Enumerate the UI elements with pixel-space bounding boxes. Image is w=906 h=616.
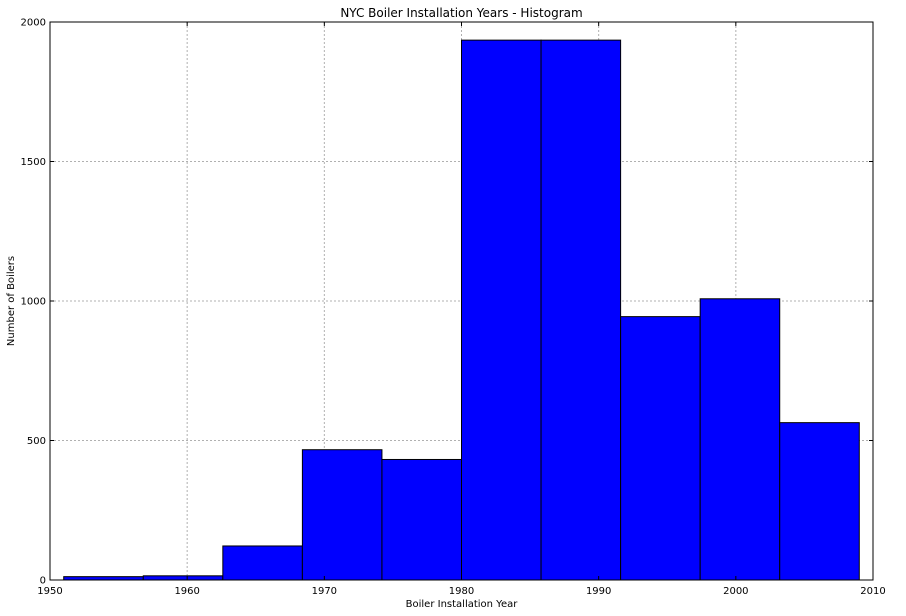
x-tick-label: 1990 (586, 586, 611, 597)
histogram-bar-2 (142, 575, 224, 581)
histogram-bar-7 (540, 39, 622, 581)
x-tick-label: 1950 (37, 586, 62, 597)
y-tick-labels: 0 500 1000 1500 2000 (21, 18, 46, 587)
bars (63, 39, 860, 581)
histogram-bar-4 (301, 449, 383, 581)
histogram-bar-3 (222, 545, 303, 581)
x-tick-label: 1970 (312, 586, 337, 597)
x-tick-labels: 1950 1960 1970 1980 1990 2000 2010 (37, 586, 885, 597)
y-axis-label: Number of Boilers (6, 256, 17, 346)
y-tick-label: 1500 (21, 157, 46, 168)
y-tick-label: 2000 (21, 18, 46, 29)
y-tick-label: 1000 (21, 297, 46, 308)
histogram-bar-1 (63, 576, 144, 581)
histogram-bar-9 (699, 298, 781, 581)
x-tick-label: 1960 (174, 586, 199, 597)
histogram-bar-8 (620, 316, 701, 581)
x-tick-label: 2010 (860, 586, 885, 597)
histogram-bar-10 (779, 422, 860, 581)
y-tick-label: 500 (27, 436, 46, 447)
chart-title: NYC Boiler Installation Years - Histogra… (340, 6, 582, 20)
x-tick-label: 2000 (723, 586, 748, 597)
histogram-bar-6 (461, 39, 542, 581)
tick-marks (49, 21, 874, 581)
y-tick-label: 0 (40, 576, 46, 587)
x-tick-label: 1980 (449, 586, 474, 597)
x-axis-label: Boiler Installation Year (406, 599, 519, 610)
histogram-bar-5 (381, 458, 462, 581)
